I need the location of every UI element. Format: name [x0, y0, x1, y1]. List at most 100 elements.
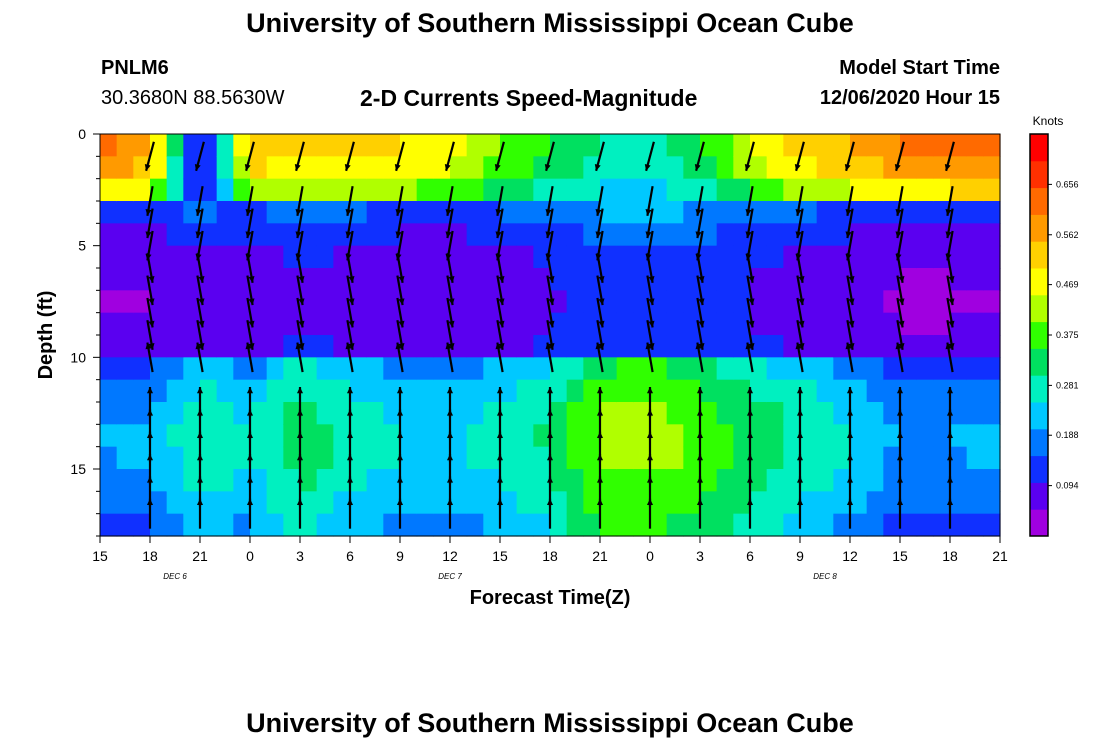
current-vector [145, 342, 154, 373]
heatmap-cell [216, 290, 234, 314]
chart-title: University of Southern Mississippi Ocean… [246, 8, 854, 38]
heatmap-cell [883, 156, 901, 180]
heatmap-cell [466, 335, 484, 358]
heatmap-cell [583, 357, 601, 381]
heatmap-cell [650, 268, 668, 291]
heatmap-cell [266, 469, 284, 492]
heatmap-cell [650, 223, 668, 247]
heatmap-cell [766, 402, 784, 425]
heatmap-cell [133, 424, 151, 448]
heatmap-cell [233, 513, 251, 537]
current-vector [746, 320, 755, 350]
heatmap-cell [683, 201, 701, 224]
heatmap-cell [600, 245, 618, 269]
heatmap-cell [183, 312, 201, 336]
heatmap-cell [816, 402, 834, 425]
heatmap-cell [733, 357, 751, 381]
heatmap-cell [116, 245, 134, 269]
current-vector [895, 186, 904, 216]
heatmap-cell [100, 223, 118, 247]
current-vector [895, 342, 904, 373]
heatmap-cell [116, 134, 134, 157]
heatmap-cell [916, 513, 934, 537]
heatmap-cell [783, 513, 801, 537]
current-vector [196, 275, 205, 306]
current-vector [795, 342, 804, 373]
heatmap-cell [700, 178, 718, 202]
heatmap-cell [266, 446, 284, 470]
heatmap-cell [250, 357, 268, 381]
heatmap-cell [216, 424, 234, 448]
heatmap-cell [400, 335, 418, 358]
heatmap-cell [483, 268, 501, 291]
current-vector [496, 297, 505, 328]
heatmap-cell [866, 312, 884, 336]
heatmap-cell [450, 290, 468, 314]
heatmap-cell [733, 491, 751, 515]
heatmap-cell [333, 223, 351, 247]
heatmap-cell [483, 223, 501, 247]
heatmap-cell [266, 290, 284, 314]
heatmap-cell [450, 245, 468, 269]
heatmap-cell [133, 268, 151, 291]
current-vector [395, 208, 404, 239]
heatmap-cell [100, 156, 118, 180]
heatmap-cell [450, 178, 468, 202]
heatmap-cell [400, 245, 418, 269]
heatmap-cell [633, 424, 651, 448]
heatmap-cell [666, 223, 684, 247]
heatmap-cell [716, 268, 734, 291]
x-tick-label: 9 [396, 548, 404, 564]
heatmap-cell [883, 312, 901, 336]
heatmap-cell [133, 402, 151, 425]
current-vector [596, 498, 604, 529]
heatmap-cell [850, 201, 868, 224]
current-vector [645, 186, 654, 216]
heatmap-cell [500, 379, 518, 403]
heatmap-cell [483, 379, 501, 403]
heatmap-cell [800, 335, 818, 358]
heatmap-cell [766, 424, 784, 448]
current-vector [746, 498, 754, 529]
y-axis: 0 5 10 15 [70, 126, 100, 537]
heatmap-cell [833, 513, 851, 537]
heatmap-cell [400, 379, 418, 403]
heatmap-cell [500, 268, 518, 291]
heatmap-cell [916, 312, 934, 336]
heatmap-cell [850, 491, 868, 515]
current-vector [696, 253, 705, 283]
heatmap-cell [383, 156, 401, 180]
heatmap-cell [100, 335, 118, 358]
heatmap-cell [833, 201, 851, 224]
current-vector [496, 253, 505, 283]
x-tick-label: 21 [592, 548, 608, 564]
heatmap-cell [233, 201, 251, 224]
heatmap-cell [300, 223, 318, 247]
heatmap-cell [333, 335, 351, 358]
heatmap-cell [633, 156, 651, 180]
heatmap-cell [600, 134, 618, 157]
heatmap-cell [433, 513, 451, 537]
heatmap-cell [350, 156, 368, 180]
heatmap-cell [216, 178, 234, 202]
current-vector [746, 253, 755, 283]
current-vector [696, 297, 705, 328]
heatmap-cell [766, 268, 784, 291]
heatmap-cell [716, 201, 734, 224]
heatmap-cell [283, 379, 301, 403]
heatmap-cell [216, 491, 234, 515]
heatmap-cell [116, 178, 134, 202]
heatmap-cell [166, 268, 184, 291]
heatmap-cell [316, 491, 334, 515]
heatmap-cell [100, 491, 118, 515]
heatmap-cell [550, 469, 568, 492]
x-tick-label: 9 [796, 548, 804, 564]
heatmap-cell [683, 156, 701, 180]
heatmap-cell [566, 357, 584, 381]
heatmap-cell [716, 424, 734, 448]
current-vector [945, 342, 954, 373]
heatmap-cell [800, 223, 818, 247]
heatmap-cell [283, 357, 301, 381]
heatmap-cell [900, 379, 918, 403]
heatmap-cell [733, 335, 751, 358]
